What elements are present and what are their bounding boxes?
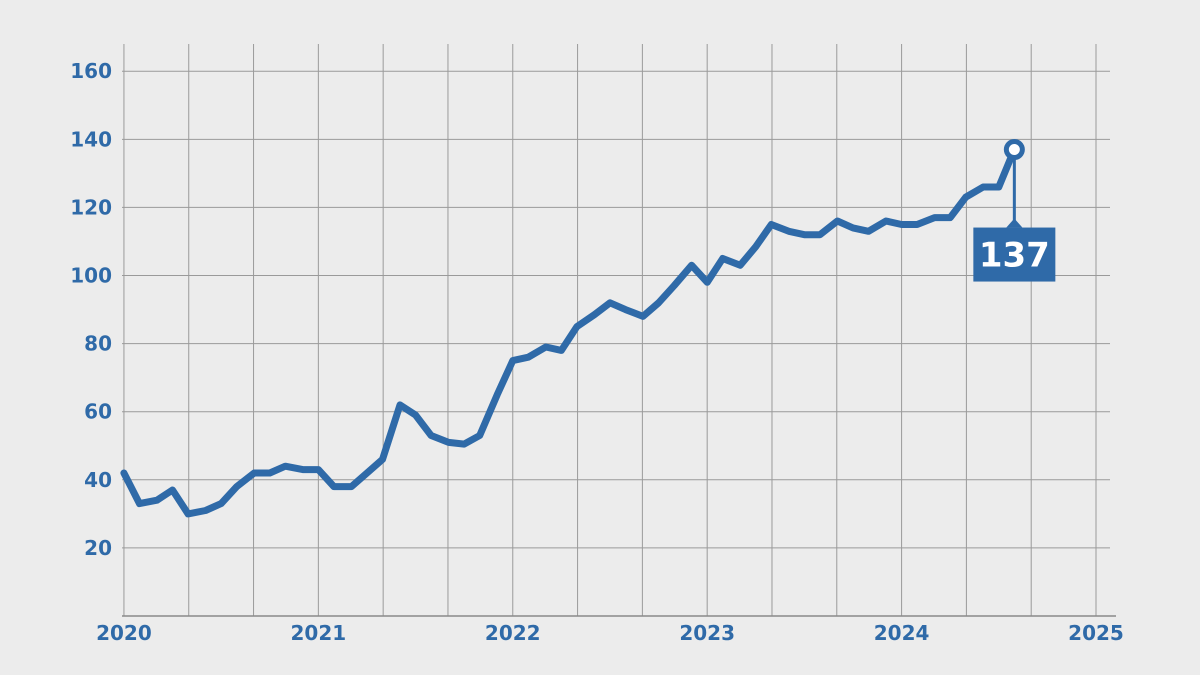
value-callout: 137	[973, 139, 1056, 282]
y-tick-label: 140	[70, 127, 112, 151]
callout-pointer	[1006, 218, 1023, 228]
x-tick-label: 2023	[679, 621, 735, 645]
x-tick-label: 2021	[291, 621, 347, 645]
x-tick-label: 2022	[485, 621, 541, 645]
series-line	[120, 146, 1018, 518]
y-axis-tick-labels: 20 40 60 80 100 120 140 160	[70, 59, 112, 560]
y-tick-label: 60	[84, 400, 112, 424]
callout-box	[973, 227, 1056, 282]
callout-value-label: 137	[979, 236, 1050, 276]
y-tick-label: 80	[84, 332, 112, 356]
gridlines	[122, 44, 1110, 616]
y-tick-label: 40	[84, 468, 112, 492]
y-tick-label: 20	[84, 536, 112, 560]
y-tick-label: 100	[70, 264, 112, 288]
y-tick-label: 160	[70, 59, 112, 83]
end-point-marker	[1003, 139, 1025, 161]
y-tick-label: 120	[70, 195, 112, 219]
x-tick-label: 2020	[96, 621, 152, 645]
x-axis-tick-labels: 2020 2021 2022 2023 2024 2025	[96, 621, 1124, 645]
x-tick-label: 2024	[874, 621, 930, 645]
x-tick-label: 2025	[1068, 621, 1124, 645]
